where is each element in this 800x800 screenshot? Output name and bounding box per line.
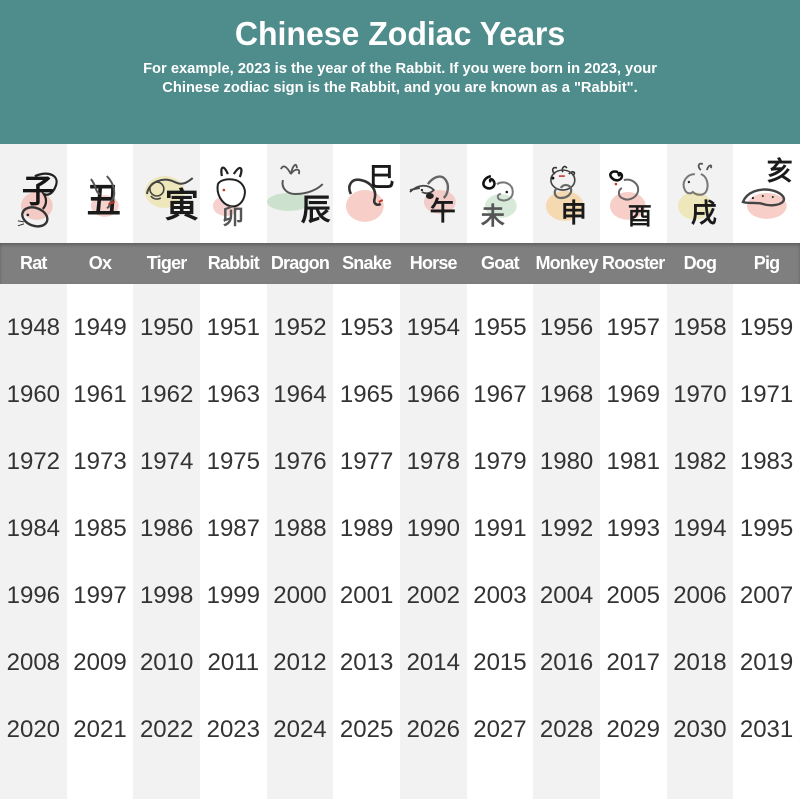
svg-text:卯: 卯 bbox=[222, 204, 244, 229]
svg-text:申: 申 bbox=[561, 199, 587, 228]
svg-text:丑: 丑 bbox=[87, 182, 121, 220]
svg-text:未: 未 bbox=[481, 203, 505, 230]
svg-text:巳: 巳 bbox=[369, 164, 395, 192]
svg-text:辰: 辰 bbox=[300, 194, 330, 227]
svg-text:戌: 戌 bbox=[690, 199, 716, 228]
svg-text:午: 午 bbox=[430, 196, 456, 226]
svg-text:亥: 亥 bbox=[767, 156, 793, 186]
svg-text:寅: 寅 bbox=[165, 187, 199, 225]
svg-text:酉: 酉 bbox=[628, 203, 652, 230]
svg-text:子: 子 bbox=[22, 173, 54, 209]
